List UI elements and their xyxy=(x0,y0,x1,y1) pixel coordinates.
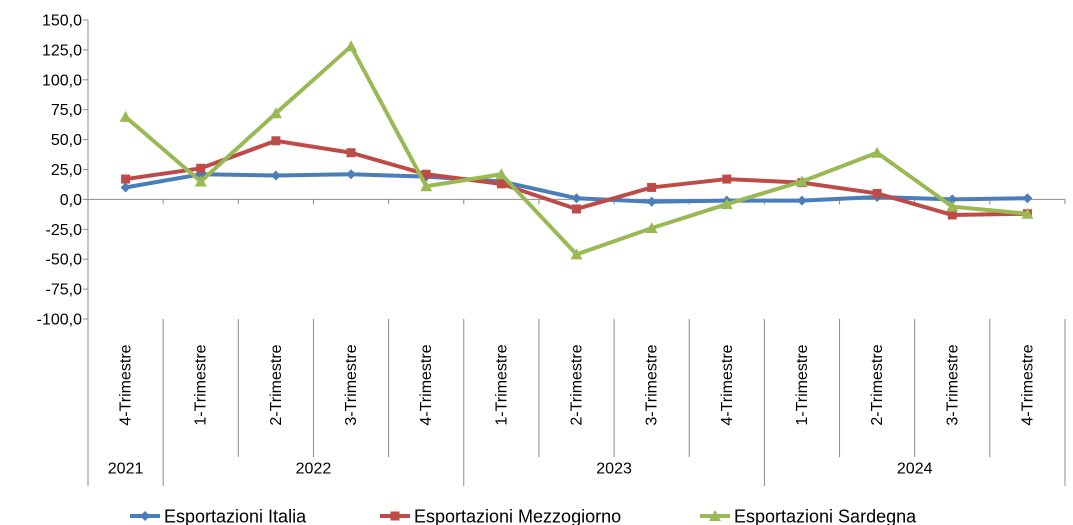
data-point xyxy=(196,163,206,173)
series-layer xyxy=(119,40,1034,260)
data-point xyxy=(795,175,808,187)
x-tick-label: 3-Trimestre xyxy=(944,344,961,425)
y-tick-label: 125,0 xyxy=(42,42,82,59)
legend-label: Esportazioni Mezzogiorno xyxy=(414,507,621,525)
y-tick-label: 150,0 xyxy=(42,13,82,30)
y-tick-label: -75,0 xyxy=(46,282,83,299)
data-point xyxy=(421,169,431,179)
data-point xyxy=(346,148,356,158)
legend-marker xyxy=(140,511,150,521)
data-point xyxy=(722,174,732,184)
data-point xyxy=(796,195,807,206)
data-point xyxy=(1022,193,1033,204)
data-point xyxy=(1021,207,1034,219)
x-tick-label: 3-Trimestre xyxy=(644,344,661,425)
series-line xyxy=(124,44,1028,257)
x-tick-label: 2-Trimestre xyxy=(268,344,285,425)
legend-item: Esportazioni Mezzogiorno xyxy=(380,507,621,525)
data-point xyxy=(120,182,131,193)
legend-item: Esportazioni Italia xyxy=(130,507,307,525)
x-tick-label: 1-Trimestre xyxy=(794,344,811,425)
legend-item: Esportazioni Sardegna xyxy=(700,507,917,525)
data-point xyxy=(271,136,281,146)
data-point xyxy=(269,107,282,119)
data-point xyxy=(496,179,506,189)
axes: -100,0 -75,0 -50,0 -25,0 0,0 25,0 50,0 75,0 100,… xyxy=(37,13,1066,486)
x-tick-label: 4-Trimestre xyxy=(719,344,736,425)
x-tick-label: 2-Trimestre xyxy=(869,344,886,425)
legend: Esportazioni Italia Esportazioni Mezzogio… xyxy=(130,507,917,525)
data-point xyxy=(571,193,582,204)
data-point xyxy=(119,110,132,122)
data-point xyxy=(947,194,958,205)
data-point xyxy=(647,182,657,192)
x-tick-label: 1-Trimestre xyxy=(193,344,210,425)
x-tick-label: 3-Trimestre xyxy=(343,344,360,425)
data-point xyxy=(646,196,657,207)
data-point xyxy=(194,175,207,187)
data-point xyxy=(872,188,882,198)
data-point xyxy=(270,170,281,181)
x-tick-label: 4-Trimestre xyxy=(118,344,135,425)
data-point xyxy=(947,210,957,220)
legend-marker xyxy=(390,511,400,521)
y-tick-label: 75,0 xyxy=(51,102,82,119)
series-2 xyxy=(121,136,1032,220)
y-tick-label: 50,0 xyxy=(51,132,82,149)
y-tick-label: 0,0 xyxy=(60,192,82,209)
legend-marker xyxy=(709,510,721,521)
x-tick-label: 4-Trimestre xyxy=(1019,344,1036,425)
data-point xyxy=(346,169,357,180)
data-point xyxy=(572,204,581,214)
y-tick-label: -50,0 xyxy=(46,252,83,269)
x-tick-label: 2-Trimestre xyxy=(569,344,586,425)
series-3 xyxy=(119,40,1034,260)
data-point xyxy=(495,168,508,180)
x-tick-label: 1-Trimestre xyxy=(493,344,510,425)
y-tick-label: -25,0 xyxy=(46,222,83,239)
year-label: 2024 xyxy=(897,461,933,478)
y-tick-label: -100,0 xyxy=(37,312,82,329)
y-tick-label: 100,0 xyxy=(42,72,82,89)
series-1 xyxy=(120,169,1033,207)
data-point xyxy=(420,180,433,192)
year-label: 2022 xyxy=(296,461,332,478)
legend-label: Esportazioni Sardegna xyxy=(734,507,917,525)
legend-label: Esportazioni Italia xyxy=(164,507,307,525)
data-point xyxy=(570,248,583,260)
data-point xyxy=(645,222,658,234)
series-line xyxy=(125,138,1028,217)
y-tick-label: 25,0 xyxy=(51,162,82,179)
year-label: 2021 xyxy=(108,461,144,478)
data-point xyxy=(871,146,884,158)
data-point xyxy=(946,200,959,212)
data-point xyxy=(720,198,733,210)
year-label: 2023 xyxy=(596,461,632,478)
x-tick-label: 4-Trimestre xyxy=(418,344,435,425)
data-point xyxy=(121,174,131,184)
data-point xyxy=(345,40,358,52)
